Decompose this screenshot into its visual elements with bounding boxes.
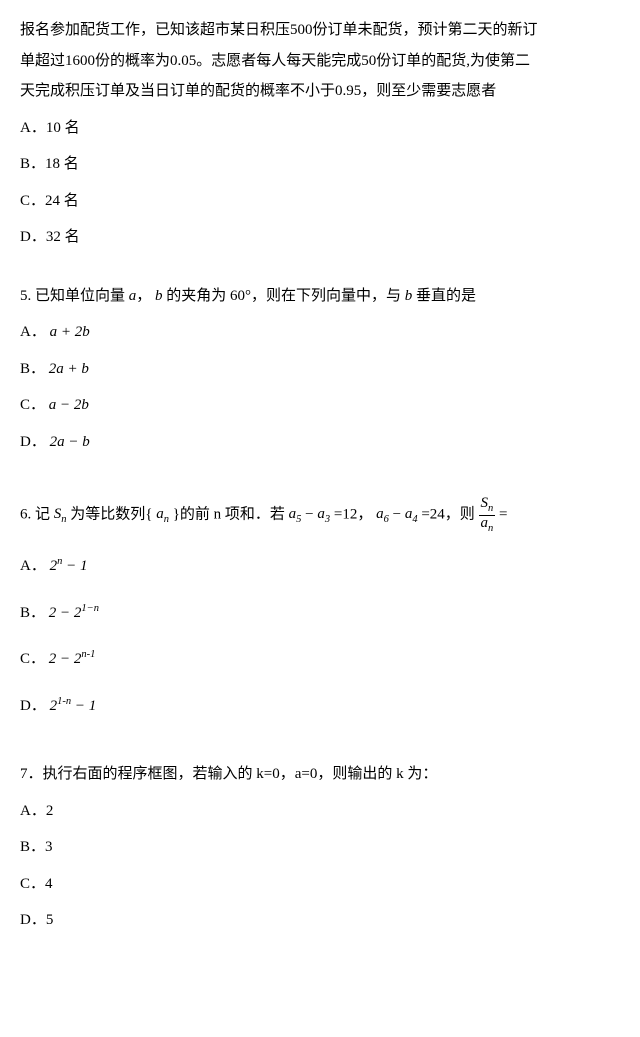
q4-stem-line2: 单超过1600份的概率为0.05。志愿者每人每天能完成50份订单的配货,为使第二 bbox=[20, 47, 620, 76]
q6-pre: 6. 记 bbox=[20, 506, 50, 522]
q5-option-a: A． a + 2b bbox=[20, 318, 620, 347]
q6-d-expr: 21-n − 1 bbox=[50, 698, 97, 714]
q7-option-b: B．3 bbox=[20, 833, 620, 862]
q5-c-expr: a − 2b bbox=[49, 397, 89, 413]
q5-option-c: C． a − 2b bbox=[20, 391, 620, 420]
q6-stem: 6. 记 Sn 为等比数列{ an }的前 n 项和．若 a5 − a3 =12… bbox=[20, 496, 620, 534]
q6-an: an bbox=[156, 506, 169, 522]
q6-option-d: D． 21-n − 1 bbox=[20, 692, 620, 721]
q6-d-label: D． bbox=[20, 698, 46, 714]
q6-option-a: A． 2n − 1 bbox=[20, 552, 620, 581]
q7-option-a: A．2 bbox=[20, 797, 620, 826]
q4-option-a: A．10 名 bbox=[20, 114, 620, 143]
q6-sn: Sn bbox=[54, 506, 67, 522]
q6-eq: = bbox=[499, 506, 507, 522]
q4-option-d: D．32 名 bbox=[20, 223, 620, 252]
q5-d-expr: 2a − b bbox=[50, 434, 90, 450]
q5-stem: 5. 已知单位向量 a， b 的夹角为 60°，则在下列向量中，与 b 垂直的是 bbox=[20, 282, 620, 311]
q7-option-c: C．4 bbox=[20, 870, 620, 899]
question-6: 6. 记 Sn 为等比数列{ an }的前 n 项和．若 a5 − a3 =12… bbox=[20, 496, 620, 720]
q6-fraction: Sn an bbox=[479, 496, 496, 534]
q6-eq12: =12， bbox=[330, 506, 372, 522]
q6-eq24: =24，则 bbox=[418, 506, 475, 522]
q7-stem: 7．执行右面的程序框图，若输入的 k=0，a=0，则输出的 k 为： bbox=[20, 760, 620, 789]
q5-b-label: B． bbox=[20, 361, 45, 377]
question-4: 报名参加配货工作，已知该超市某日积压500份订单未配货，预计第二天的新订 单超过… bbox=[20, 16, 620, 252]
q5-c-label: C． bbox=[20, 397, 45, 413]
question-5: 5. 已知单位向量 a， b 的夹角为 60°，则在下列向量中，与 b 垂直的是… bbox=[20, 282, 620, 457]
q5-option-d: D． 2a − b bbox=[20, 428, 620, 457]
q6-a6: a6 bbox=[376, 506, 389, 522]
q6-minus2: − bbox=[389, 506, 405, 522]
q6-a-expr: 2n − 1 bbox=[50, 558, 88, 574]
q5-a-label: A． bbox=[20, 324, 46, 340]
q5-var-b2: b bbox=[405, 288, 413, 304]
q6-a5: a5 bbox=[289, 506, 302, 522]
q6-c-label: C． bbox=[20, 651, 45, 667]
q5-comma: ， bbox=[136, 288, 151, 304]
q6-b-label: B． bbox=[20, 605, 45, 621]
q6-option-b: B． 2 − 21−n bbox=[20, 599, 620, 628]
q6-a4: a4 bbox=[405, 506, 418, 522]
q7-option-d: D．5 bbox=[20, 906, 620, 935]
q6-a-label: A． bbox=[20, 558, 46, 574]
q4-option-c: C．24 名 bbox=[20, 187, 620, 216]
q4-stem-line1: 报名参加配货工作，已知该超市某日积压500份订单未配货，预计第二天的新订 bbox=[20, 16, 620, 45]
q5-stem-mid: 的夹角为 60°，则在下列向量中，与 bbox=[166, 288, 401, 304]
q4-option-b: B．18 名 bbox=[20, 150, 620, 179]
q6-minus1: − bbox=[301, 506, 317, 522]
q6-mid1: 为等比数列{ bbox=[70, 506, 152, 522]
q5-option-b: B． 2a + b bbox=[20, 355, 620, 384]
q4-stem-line3: 天完成积压订单及当日订单的配货的概率不小于0.95，则至少需要志愿者 bbox=[20, 77, 620, 106]
question-7: 7．执行右面的程序框图，若输入的 k=0，a=0，则输出的 k 为： A．2 B… bbox=[20, 760, 620, 935]
q5-stem-pre: 5. 已知单位向量 bbox=[20, 288, 125, 304]
q5-b-expr: 2a + b bbox=[49, 361, 89, 377]
q6-a3: a3 bbox=[317, 506, 330, 522]
q6-c-expr: 2 − 2n-1 bbox=[49, 651, 96, 667]
q6-b-expr: 2 − 21−n bbox=[49, 605, 99, 621]
q6-option-c: C． 2 − 2n-1 bbox=[20, 645, 620, 674]
q5-d-label: D． bbox=[20, 434, 46, 450]
q5-var-b: b bbox=[155, 288, 163, 304]
q5-stem-post: 垂直的是 bbox=[416, 288, 476, 304]
q6-mid2: }的前 n 项和．若 bbox=[173, 506, 285, 522]
q5-a-expr: a + 2b bbox=[50, 324, 90, 340]
